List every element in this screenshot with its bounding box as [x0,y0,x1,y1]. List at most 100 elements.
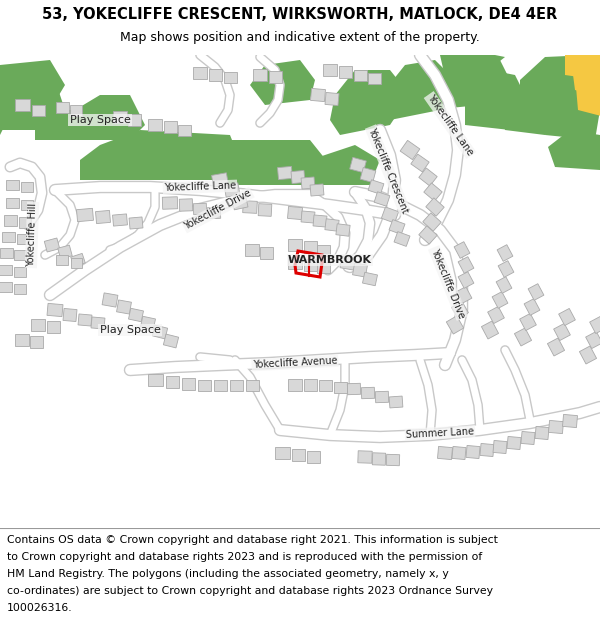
Bar [452,446,466,459]
Bar [163,334,179,348]
Bar [71,253,85,267]
Polygon shape [430,57,500,110]
Bar [497,244,513,261]
Bar [362,272,377,286]
Bar [21,200,33,210]
Bar [17,234,29,244]
Bar [214,379,227,391]
Bar [424,183,442,201]
Bar [496,277,512,293]
Bar [514,328,532,346]
Bar [547,338,565,356]
Bar [480,444,494,456]
Bar [269,71,281,83]
Bar [368,180,384,194]
Bar [128,308,143,322]
Bar [31,319,45,331]
Bar [14,284,26,294]
Bar [245,244,259,256]
Polygon shape [465,60,510,97]
Bar [313,215,327,227]
Bar [47,303,63,317]
Bar [535,426,549,439]
Bar [223,71,236,82]
Text: Yokecliffe Lane: Yokecliffe Lane [425,92,475,158]
Bar [291,171,305,184]
Bar [278,166,292,179]
Text: Yokecliffe Drive: Yokecliffe Drive [430,246,467,319]
Polygon shape [0,85,10,135]
Bar [360,168,376,182]
Bar [148,374,163,386]
Polygon shape [572,67,600,97]
Bar [386,454,400,466]
Bar [113,214,127,226]
Text: Yokecliffe Avenue: Yokecliffe Avenue [253,356,338,370]
Bar [446,316,464,334]
Bar [78,314,92,326]
Bar [193,67,207,79]
Bar [382,207,398,223]
Polygon shape [80,130,240,180]
Polygon shape [440,55,505,77]
Bar [400,141,420,159]
Bar [0,248,13,258]
Bar [419,226,437,244]
Bar [353,263,367,277]
Bar [229,379,242,391]
Bar [311,88,325,102]
Bar [301,177,315,189]
Bar [1,232,14,242]
Bar [63,309,77,321]
Bar [0,265,11,275]
Bar [292,449,305,461]
Bar [166,376,179,388]
Bar [304,241,317,253]
Bar [178,124,191,136]
Bar [162,197,178,209]
Text: Yokecliffe Hill: Yokecliffe Hill [26,202,38,268]
Bar [394,232,410,246]
Bar [458,257,474,273]
Bar [563,414,577,428]
Bar [129,217,143,229]
Bar [301,211,315,223]
Bar [524,299,540,316]
Bar [260,247,272,259]
Bar [520,314,536,331]
Bar [5,180,19,190]
Polygon shape [576,87,600,117]
Bar [242,201,257,213]
Text: Summer Lane: Summer Lane [406,426,475,440]
Bar [193,203,206,215]
Text: co-ordinates) are subject to Crown copyright and database rights 2023 Ordnance S: co-ordinates) are subject to Crown copyr… [7,586,493,596]
Bar [437,446,452,459]
Bar [454,242,470,258]
Bar [44,238,60,252]
Polygon shape [0,60,65,110]
Text: 53, YOKECLIFFE CRESCENT, WIRKSWORTH, MATLOCK, DE4 4ER: 53, YOKECLIFFE CRESCENT, WIRKSWORTH, MAT… [43,6,557,21]
Bar [389,396,403,408]
Bar [580,346,596,364]
Bar [232,196,248,210]
Bar [353,69,367,81]
Bar [304,259,317,271]
Bar [245,379,259,391]
Bar [56,101,68,112]
Polygon shape [12,67,50,95]
Polygon shape [215,140,330,185]
Bar [325,219,339,231]
Bar [5,198,19,208]
Polygon shape [0,70,65,130]
Bar [319,379,331,391]
Bar [590,316,600,334]
Bar [498,261,514,278]
Bar [287,206,302,219]
Bar [317,244,329,256]
Bar [77,208,94,222]
Bar [212,173,229,188]
Text: 100026316.: 100026316. [7,602,73,612]
Bar [456,287,472,303]
Polygon shape [330,70,410,135]
Bar [21,182,33,192]
